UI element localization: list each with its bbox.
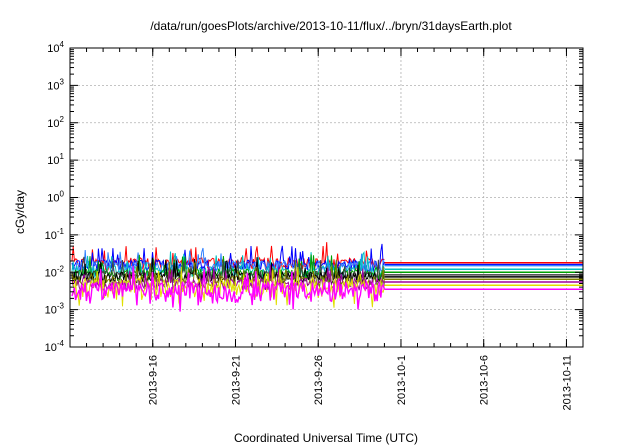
chart-title: /data/run/goesPlots/archive/2013-10-11/f… xyxy=(150,19,512,33)
series-layer xyxy=(71,242,583,312)
axis-layer: 2013-9-16 2013-9-21 2013-9-26 2013-10-1 2013… xyxy=(45,40,584,410)
y-tick-label: 10-1 xyxy=(45,227,65,242)
x-tick-label: 2013-9-26 xyxy=(313,355,325,405)
x-tick-label: 2013-10-1 xyxy=(396,355,408,405)
x-tick-label: 2013-9-21 xyxy=(230,355,242,405)
y-tick-label: 104 xyxy=(47,40,64,55)
x-tick-label: 2013-10-11 xyxy=(561,355,573,410)
y-tick-label: 102 xyxy=(47,115,64,130)
plot-frame xyxy=(69,47,584,348)
y-tick-label: 10-2 xyxy=(45,264,65,279)
y-tick-label: 103 xyxy=(47,77,64,92)
y-axis-label: cGy/day xyxy=(13,190,27,234)
x-tick-label: 2013-9-16 xyxy=(148,355,160,405)
y-tick-label: 101 xyxy=(47,152,64,167)
y-tick-label: 100 xyxy=(47,190,64,205)
grid-layer xyxy=(70,47,583,348)
x-tick-label: 2013-10-6 xyxy=(479,355,491,405)
series xyxy=(71,266,583,312)
y-tick-label: 10-3 xyxy=(45,302,65,317)
x-axis-label: Coordinated Universal Time (UTC) xyxy=(234,431,418,445)
y-tick-label: 10-4 xyxy=(45,339,65,354)
series-line-measured xyxy=(71,266,386,312)
